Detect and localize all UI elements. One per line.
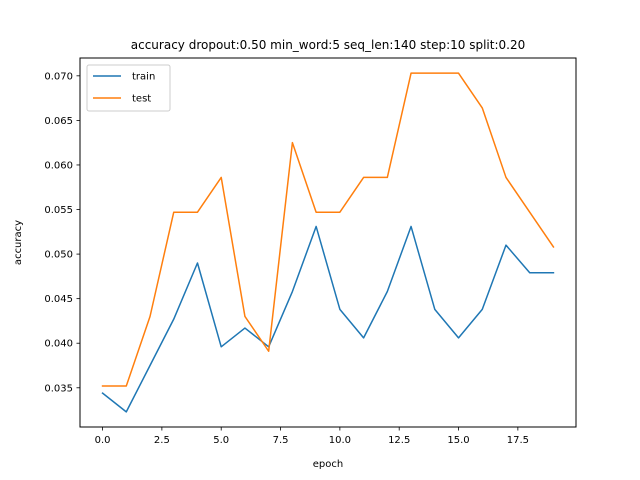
x-tick-label: 17.5 <box>507 435 529 446</box>
x-tick-label: 10.0 <box>329 435 351 446</box>
legend: train test <box>86 64 171 112</box>
y-tick-label: 0.055 <box>44 205 73 216</box>
legend-label-test: test <box>132 94 151 105</box>
plot-frame <box>79 57 577 428</box>
axis-ticks: 0.0 2.5 5.0 7.5 10.0 12.5 15.0 17.5 0.035 0.040 0.… <box>44 71 529 446</box>
y-axis-title: accuracy <box>13 220 24 265</box>
x-tick-label: 12.5 <box>388 435 410 446</box>
x-tick-label: 7.5 <box>273 435 289 446</box>
y-tick-label: 0.065 <box>44 116 73 127</box>
y-tick-label: 0.045 <box>44 294 73 305</box>
chart-title: accuracy dropout:0.50 min_word:5 seq_len… <box>131 38 525 52</box>
x-tick-label: 15.0 <box>447 435 469 446</box>
series-lines <box>101 72 555 413</box>
legend-box <box>86 64 171 112</box>
y-tick-label: 0.040 <box>44 339 73 350</box>
x-axis-title: epoch <box>313 459 343 470</box>
x-tick-label: 0.0 <box>95 435 111 446</box>
y-tick-label: 0.035 <box>44 383 73 394</box>
x-tick-label: 2.5 <box>154 435 170 446</box>
series-line-test <box>101 72 555 387</box>
legend-label-train: train <box>132 72 155 83</box>
plot-area <box>80 58 576 427</box>
series-line-train <box>101 225 555 413</box>
y-tick-label: 0.060 <box>44 160 73 171</box>
y-tick-label: 0.070 <box>44 71 73 82</box>
y-tick-label: 0.050 <box>44 250 73 261</box>
x-tick-label: 5.0 <box>213 435 229 446</box>
